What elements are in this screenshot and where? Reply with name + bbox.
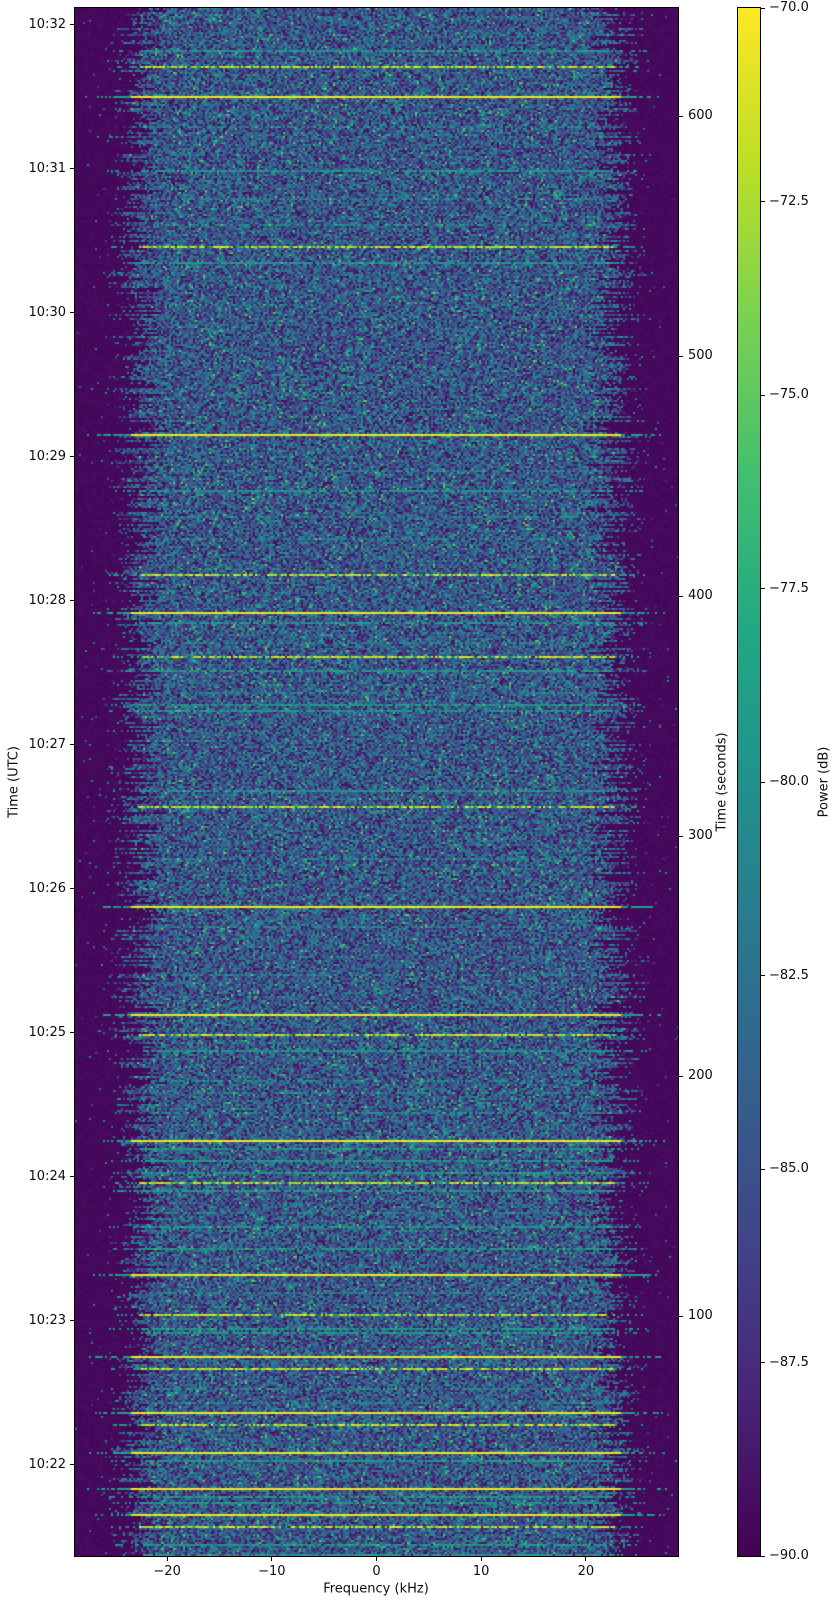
time-seconds-tick-mark	[678, 355, 683, 357]
frequency-tick-mark	[585, 1556, 587, 1561]
time-utc-tick-mark	[70, 456, 75, 458]
time-utc-tick-label: 10:27	[28, 736, 66, 752]
time-utc-tick-mark	[70, 1320, 75, 1322]
colorbar-tick-mark	[760, 394, 765, 396]
time-utc-tick-label: 10:29	[28, 448, 66, 464]
time-seconds-tick-label: 100	[688, 1308, 713, 1323]
colorbar-tick-label: −87.5	[769, 1354, 809, 1370]
time-seconds-tick-label: 600	[688, 108, 713, 123]
frequency-tick-label: 0	[372, 1564, 381, 1579]
time-utc-tick-mark	[70, 1176, 75, 1178]
colorbar-tick-label: −85.0	[769, 1161, 809, 1176]
frequency-tick-label: −20	[153, 1564, 181, 1579]
colorbar-tick-label: −80.0	[769, 774, 809, 789]
time-seconds-tick-label: 500	[688, 348, 713, 363]
time-seconds-tick-mark	[678, 1075, 683, 1077]
time-utc-tick-mark	[70, 168, 75, 170]
colorbar-tick-mark	[760, 7, 765, 9]
frequency-tick-label: 20	[577, 1564, 595, 1579]
time-seconds-tick-mark	[678, 115, 683, 117]
time-seconds-tick-mark	[678, 1315, 683, 1317]
time-seconds-tick-mark	[678, 835, 683, 837]
time-utc-tick-label: 10:25	[28, 1024, 66, 1040]
colorbar-tick-mark	[760, 1555, 765, 1557]
time-utc-tick-label: 10:31	[28, 160, 66, 176]
y-axis-right-label: Time (seconds)	[714, 732, 730, 832]
frequency-tick-mark	[480, 1556, 482, 1561]
colorbar-label: Power (dB)	[816, 746, 832, 818]
time-seconds-tick-mark	[678, 595, 683, 597]
time-utc-tick-label: 10:30	[28, 304, 66, 320]
time-utc-tick-mark	[70, 1464, 75, 1466]
frequency-tick-label: 10	[472, 1564, 490, 1579]
colorbar-tick-mark	[760, 781, 765, 783]
colorbar-tick-label: −77.5	[769, 580, 809, 596]
spectrogram-image	[74, 7, 679, 1557]
colorbar-tick-mark	[760, 201, 765, 202]
time-utc-tick-mark	[70, 24, 75, 26]
time-utc-tick-label: 10:32	[28, 16, 66, 32]
time-utc-tick-label: 10:22	[28, 1456, 66, 1472]
time-seconds-tick-label: 300	[688, 828, 713, 843]
time-utc-tick-label: 10:28	[28, 592, 66, 608]
y-axis-left-label: Time (UTC)	[6, 746, 22, 818]
frequency-tick-label: −10	[258, 1564, 286, 1579]
time-seconds-tick-label: 400	[688, 588, 713, 603]
colorbar-tick-label: −90.0	[769, 1548, 809, 1563]
frequency-tick-mark	[376, 1556, 377, 1561]
frequency-tick-mark	[166, 1556, 168, 1561]
colorbar-tick-label: −75.0	[769, 387, 809, 402]
colorbar-tick-label: −70.0	[769, 0, 809, 15]
time-utc-tick-mark	[70, 600, 75, 602]
colorbar-tick-label: −82.5	[769, 967, 809, 983]
colorbar	[737, 7, 761, 1557]
frequency-tick-mark	[271, 1556, 273, 1561]
time-utc-tick-mark	[70, 1032, 75, 1034]
time-utc-tick-label: 10:24	[28, 1168, 66, 1184]
time-utc-tick-label: 10:23	[28, 1312, 66, 1328]
colorbar-tick-label: −72.5	[769, 193, 809, 209]
time-utc-tick-mark	[70, 744, 75, 746]
colorbar-tick-mark	[760, 1168, 765, 1170]
x-axis-label: Frequency (kHz)	[323, 1581, 429, 1597]
colorbar-tick-mark	[760, 975, 765, 976]
colorbar-tick-mark	[760, 1362, 765, 1363]
time-utc-tick-label: 10:26	[28, 880, 66, 896]
time-seconds-tick-label: 200	[688, 1068, 713, 1083]
time-utc-tick-mark	[70, 312, 75, 314]
time-utc-tick-mark	[70, 888, 75, 890]
colorbar-tick-mark	[760, 588, 765, 589]
